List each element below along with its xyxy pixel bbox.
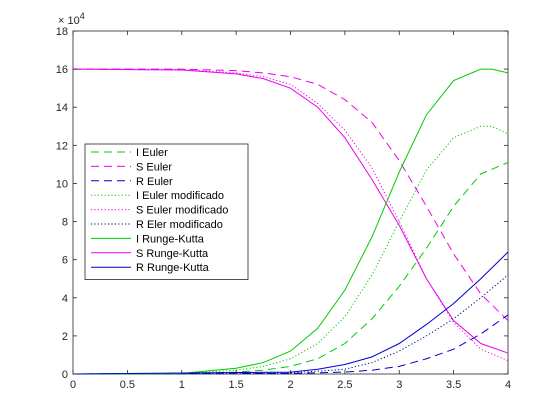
legend-label: S Euler xyxy=(136,161,172,173)
series-line-9 xyxy=(72,251,509,375)
y-exponent-power: 4 xyxy=(80,11,85,21)
legend-label: R Eler modificado xyxy=(136,219,223,231)
series-line-4 xyxy=(72,125,509,375)
y-tick-label: 10 xyxy=(56,178,68,190)
y-tick-label: 2 xyxy=(62,331,68,343)
legend-label: S Runge-Kutta xyxy=(136,248,209,260)
y-tick-label: 18 xyxy=(56,26,68,38)
y-tick-label: 14 xyxy=(56,102,68,114)
series-line-5 xyxy=(72,68,509,362)
y-exponent-base: × 10 xyxy=(58,15,80,27)
legend-label: I Runge-Kutta xyxy=(136,233,205,245)
series-line-6 xyxy=(72,274,509,375)
x-tick-label: 4 xyxy=(505,379,511,391)
x-tick-label: 3 xyxy=(396,379,402,391)
legend-label: R Euler xyxy=(136,176,173,188)
series-line-7 xyxy=(72,68,509,375)
y-tick-label: 16 xyxy=(56,64,68,76)
x-tick-label: 1.5 xyxy=(228,379,243,391)
legend-label: I Euler modificado xyxy=(136,190,224,202)
x-tick-label: 0 xyxy=(70,379,76,391)
x-tick-label: 2 xyxy=(287,379,293,391)
series-line-8 xyxy=(72,68,509,354)
series-line-3 xyxy=(72,314,509,375)
y-tick-label: 8 xyxy=(62,217,68,229)
legend-label: S Euler modificado xyxy=(136,205,228,217)
legend-box xyxy=(84,143,249,281)
y-tick-label: 12 xyxy=(56,140,68,152)
x-tick-label: 3.5 xyxy=(446,379,461,391)
x-tick-label: 0.5 xyxy=(120,379,135,391)
y-axis: 0 2 4 6 8 10 12 14 16 18 xyxy=(56,26,508,381)
y-axis-exponent: × 104 xyxy=(58,11,85,27)
y-tick-label: 6 xyxy=(62,255,68,267)
x-axis: 0 0.5 1 1.5 2 2.5 3 3.5 4 xyxy=(70,31,511,391)
y-tick-label: 0 xyxy=(62,369,68,381)
legend-label: R Runge-Kutta xyxy=(136,262,210,274)
x-tick-label: 1 xyxy=(179,379,185,391)
x-tick-label: 2.5 xyxy=(337,379,352,391)
y-tick-label: 4 xyxy=(62,293,68,305)
legend: I Euler S Euler R Euler I Euler modificado S… xyxy=(84,143,249,281)
legend-label: I Euler xyxy=(136,147,168,159)
series-line-2 xyxy=(73,68,509,321)
